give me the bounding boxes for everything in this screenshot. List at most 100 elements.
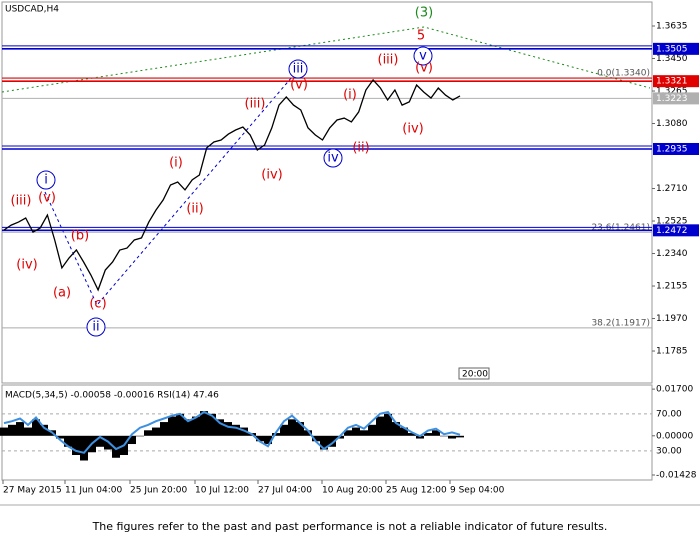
- level-box: [653, 75, 699, 88]
- wave-label: (iv): [402, 122, 423, 137]
- level-label: 1.3321: [656, 77, 688, 87]
- y-tick-label: -0.01428: [656, 471, 697, 481]
- macd-bar: [344, 430, 352, 436]
- background: [0, 0, 700, 505]
- macd-bar: [216, 419, 224, 436]
- wave-circle: [323, 148, 343, 168]
- y-tick-label: 1.3080: [656, 119, 688, 129]
- macd-bar: [96, 435, 104, 447]
- macd-bar: [408, 433, 416, 436]
- wave-label: (i): [343, 88, 357, 103]
- macd-bar: [176, 413, 184, 436]
- macd-bar: [80, 435, 88, 461]
- wave-label: (iii): [11, 194, 32, 209]
- wave-label: (b): [71, 229, 89, 244]
- macd-bar: [328, 435, 336, 447]
- macd-bar: [40, 424, 48, 436]
- x-tick-label: 9 Sep 04:00: [450, 486, 505, 496]
- macd-bar: [56, 435, 64, 439]
- macd-bar: [352, 427, 360, 436]
- y-tick-label: 1.2525: [656, 217, 688, 227]
- wave-circle: [36, 170, 56, 190]
- x-tick-label: 25 Aug 12:00: [386, 486, 447, 496]
- wave-label: (iv): [261, 168, 282, 183]
- macd-bar: [256, 435, 264, 442]
- level-box: [653, 42, 699, 55]
- macd-bar: [400, 427, 408, 436]
- wave-circle: [288, 59, 308, 79]
- y-tick-label: 0.01700: [656, 385, 693, 395]
- symbol-title: USDCAD,H4: [5, 5, 59, 15]
- macd-bar: [168, 416, 176, 436]
- macd-bar: [376, 416, 384, 436]
- x-tick-label: 11 Jun 04:00: [65, 486, 122, 496]
- wave-label: 5: [417, 29, 425, 44]
- wave-label: (iv): [16, 258, 37, 273]
- y-tick-label: 1.2155: [656, 282, 688, 292]
- macd-bar: [32, 419, 40, 436]
- macd-bar: [280, 424, 288, 436]
- macd-bar: [368, 424, 376, 436]
- y-tick-label: 1.3635: [656, 22, 688, 32]
- macd-bar: [440, 435, 448, 437]
- y2-tick-label: 70.00: [656, 409, 682, 419]
- disclaimer: The figures refer to the past and past p…: [92, 520, 608, 533]
- x-tick-label: 27 Jul 04:00: [258, 486, 312, 496]
- wave-label: iii: [293, 62, 304, 77]
- macd-bar: [232, 424, 240, 436]
- wave-label: ii: [92, 320, 99, 335]
- macd-bar: [288, 419, 296, 436]
- macd-bar: [208, 413, 216, 436]
- macd-bar: [432, 430, 440, 436]
- macd-bar: [320, 435, 328, 450]
- macd-bar: [184, 419, 192, 436]
- wave-label: (a): [53, 286, 71, 301]
- macd-bar: [128, 435, 136, 445]
- y-tick-label: 1.2340: [656, 249, 688, 259]
- macd-bar: [200, 411, 208, 436]
- x-tick-label: 25 Jun 20:00: [130, 486, 187, 496]
- macd-bar: [448, 435, 456, 439]
- level-box: [653, 92, 699, 105]
- wave-label: (3): [415, 6, 433, 21]
- macd-bar: [16, 422, 24, 436]
- wave-label: iv: [327, 151, 339, 166]
- macd-bar: [144, 430, 152, 436]
- macd-bar: [8, 424, 16, 436]
- wave-label: (ii): [352, 141, 369, 156]
- fib-label: 0.0(1.3340): [597, 68, 650, 78]
- wave-label: (iii): [378, 53, 399, 68]
- level-label: 1.2935: [656, 144, 688, 154]
- x-tick-label: 10 Aug 20:00: [322, 486, 383, 496]
- level-label: 1.3505: [656, 44, 688, 54]
- wave-label: (v): [38, 191, 56, 206]
- y-tick-label: 1.1970: [656, 314, 688, 324]
- macd-bar: [296, 422, 304, 436]
- level-label: 1.2472: [656, 226, 688, 236]
- macd-bar: [304, 430, 312, 436]
- macd-bar: [456, 435, 464, 438]
- macd-bar: [160, 422, 168, 436]
- macd-bar: [360, 430, 368, 436]
- macd-bar: [152, 427, 160, 436]
- y-tick-label: 1.1785: [656, 347, 688, 357]
- wave-label: (v): [415, 61, 433, 76]
- y-tick-label: 1.3450: [656, 54, 688, 64]
- macd-bar: [136, 435, 144, 437]
- macd-bar: [384, 413, 392, 436]
- fib-label: 38.2(1.1917): [591, 318, 650, 328]
- wave-label: (ii): [186, 202, 203, 217]
- price-line: [3, 78, 461, 292]
- macd-bar: [24, 427, 32, 436]
- price-panel: [1, 1, 653, 384]
- macd-bar: [240, 427, 248, 436]
- macd-bar: [312, 435, 320, 442]
- x-tick-label: 10 Jul 12:00: [195, 486, 249, 496]
- wave-label: (c): [89, 297, 106, 312]
- wave-circle: [413, 46, 433, 66]
- y2-tick-label: 30.00: [656, 446, 682, 456]
- y-tick-label: 0.00000: [656, 431, 693, 441]
- macd-bar: [264, 435, 272, 445]
- wave-label: (i): [169, 156, 183, 171]
